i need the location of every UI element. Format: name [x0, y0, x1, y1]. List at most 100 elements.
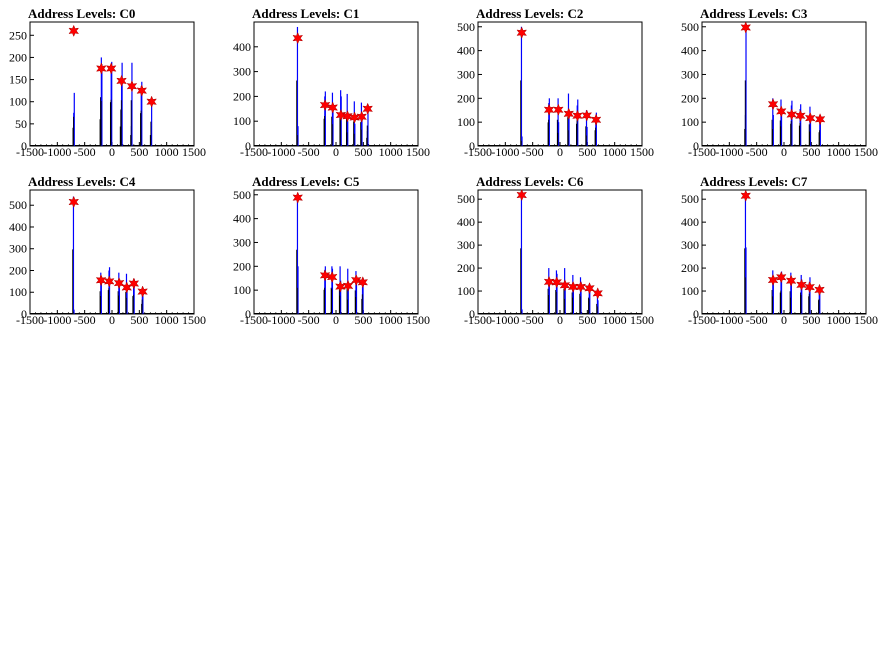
- y-tick-label: 400: [9, 220, 27, 234]
- x-tick-label: 0: [333, 145, 339, 159]
- peak-star-marker: [326, 270, 338, 284]
- x-tick-label: 500: [578, 145, 596, 159]
- peak-star-marker: [567, 280, 579, 294]
- histogram-plot: -1500 -1000 -500 0 500 1000 1500 0 100 200 300 400 5…: [681, 20, 878, 159]
- peak-star-marker: [767, 273, 779, 287]
- histogram-panel-c3: Address Levels: C3 -1500 -1000 -500 0 500 1000…: [672, 0, 896, 168]
- peak-star-marker: [68, 195, 80, 209]
- peak-star-marker: [356, 110, 368, 123]
- x-tick-label: 1000: [155, 313, 179, 327]
- peak-star-marker: [357, 276, 369, 289]
- histogram-panel-c4: Address Levels: C4 -1500 -1000 -500 0 500 1000…: [0, 168, 224, 336]
- y-tick-label: 400: [457, 215, 475, 229]
- histogram-plot: -1500 -1000 -500 0 500 1000 1500 0 100 200 300 400 5…: [457, 20, 654, 159]
- peak-star-marker: [795, 109, 806, 122]
- histogram-panel-c1: Address Levels: C1 -1500 -1000 -500 0 500 1000…: [224, 0, 448, 168]
- chart-title: Address Levels: C0: [28, 6, 136, 21]
- y-tick-label: 100: [457, 284, 475, 298]
- x-tick-label: -1500: [688, 145, 716, 159]
- y-tick-label: 200: [9, 263, 27, 277]
- y-tick-label: 300: [457, 67, 475, 81]
- histogram-plot: -1500 -1000 -500 0 500 1000 1500 0 100 200 300 400 5…: [457, 188, 654, 327]
- x-tick-label: 0: [333, 313, 339, 327]
- x-tick-label: 1500: [182, 145, 206, 159]
- peak-star-marker: [103, 275, 115, 288]
- y-tick-label: 300: [233, 235, 251, 249]
- x-tick-label: -500: [74, 145, 96, 159]
- x-tick-label: 1500: [630, 313, 654, 327]
- y-tick-label: 500: [681, 20, 699, 34]
- y-tick-label: 500: [457, 20, 475, 34]
- histogram-plot: -1500 -1000 -500 0 500 1000 1500 0 100 200 300 400: [233, 21, 430, 159]
- x-tick-label: 500: [802, 145, 820, 159]
- peak-star-marker: [95, 274, 107, 287]
- y-tick-label: 0: [693, 307, 699, 321]
- y-tick-label: 150: [9, 73, 27, 87]
- y-tick-label: 0: [469, 139, 475, 153]
- peak-star-marker: [335, 280, 346, 293]
- y-tick-label: 0: [245, 307, 251, 321]
- peak-star-marker: [95, 62, 107, 75]
- peak-star-marker: [516, 188, 528, 202]
- x-tick-label: -1000: [491, 145, 519, 159]
- peak-star-marker: [137, 285, 148, 298]
- chart-title: Address Levels: C5: [252, 174, 360, 189]
- y-tick-label: 400: [233, 212, 251, 226]
- x-tick-label: -1500: [16, 145, 44, 159]
- peak-star-marker: [126, 80, 138, 93]
- x-tick-label: 1500: [854, 145, 878, 159]
- peak-star-marker: [563, 107, 575, 120]
- x-tick-label: -1000: [43, 313, 71, 327]
- histogram-panel-c5: Address Levels: C5 -1500 -1000 -500 0 500 1000…: [224, 168, 448, 336]
- peak-star-marker: [516, 26, 528, 39]
- peak-star-marker: [581, 109, 593, 122]
- y-tick-label: 200: [233, 89, 251, 103]
- y-tick-label: 300: [681, 67, 699, 81]
- y-tick-label: 100: [9, 285, 27, 299]
- y-tick-label: 200: [681, 91, 699, 105]
- chart-title: Address Levels: C2: [476, 6, 584, 21]
- peak-star-marker: [767, 98, 779, 111]
- peak-star-marker: [785, 274, 797, 287]
- chart-title: Address Levels: C7: [700, 174, 808, 189]
- y-tick-label: 400: [681, 44, 699, 58]
- y-tick-label: 200: [9, 50, 27, 64]
- plot-frame: [477, 21, 643, 147]
- peak-star-marker: [146, 95, 157, 108]
- y-tick-label: 100: [9, 95, 27, 109]
- y-tick-label: 400: [233, 40, 251, 54]
- x-tick-label: -500: [746, 313, 768, 327]
- chart-title: Address Levels: C3: [700, 6, 808, 21]
- y-tick-label: 500: [457, 192, 475, 206]
- x-tick-label: 1000: [603, 313, 627, 327]
- x-tick-label: -1000: [715, 145, 743, 159]
- peak-star-marker: [335, 108, 347, 122]
- peak-star-marker: [584, 282, 595, 295]
- x-tick-label: 1500: [406, 145, 430, 159]
- peak-star-marker: [543, 275, 555, 289]
- x-tick-label: 500: [354, 145, 372, 159]
- y-tick-label: 300: [233, 65, 251, 79]
- y-tick-label: 500: [233, 188, 251, 202]
- plot-frame: [253, 189, 419, 315]
- peak-star-marker: [814, 283, 825, 297]
- plot-frame: [253, 21, 419, 147]
- peak-star-marker: [342, 279, 354, 293]
- y-tick-label: 0: [693, 139, 699, 153]
- peak-star-marker: [319, 269, 331, 282]
- peak-star-marker: [796, 278, 807, 292]
- plot-frame: [701, 21, 867, 147]
- peak-star-marker: [575, 280, 587, 294]
- x-tick-label: 1000: [379, 145, 403, 159]
- y-tick-label: 100: [233, 114, 251, 128]
- peak-star-marker: [814, 113, 826, 126]
- peak-star-marker: [804, 280, 816, 294]
- x-tick-label: -1000: [43, 145, 71, 159]
- y-tick-label: 0: [469, 307, 475, 321]
- x-tick-label: 500: [354, 313, 372, 327]
- x-tick-label: 1500: [630, 145, 654, 159]
- x-tick-label: 0: [557, 313, 563, 327]
- x-tick-label: 1000: [827, 145, 851, 159]
- peak-star-marker: [559, 279, 571, 292]
- x-tick-label: 1000: [603, 145, 627, 159]
